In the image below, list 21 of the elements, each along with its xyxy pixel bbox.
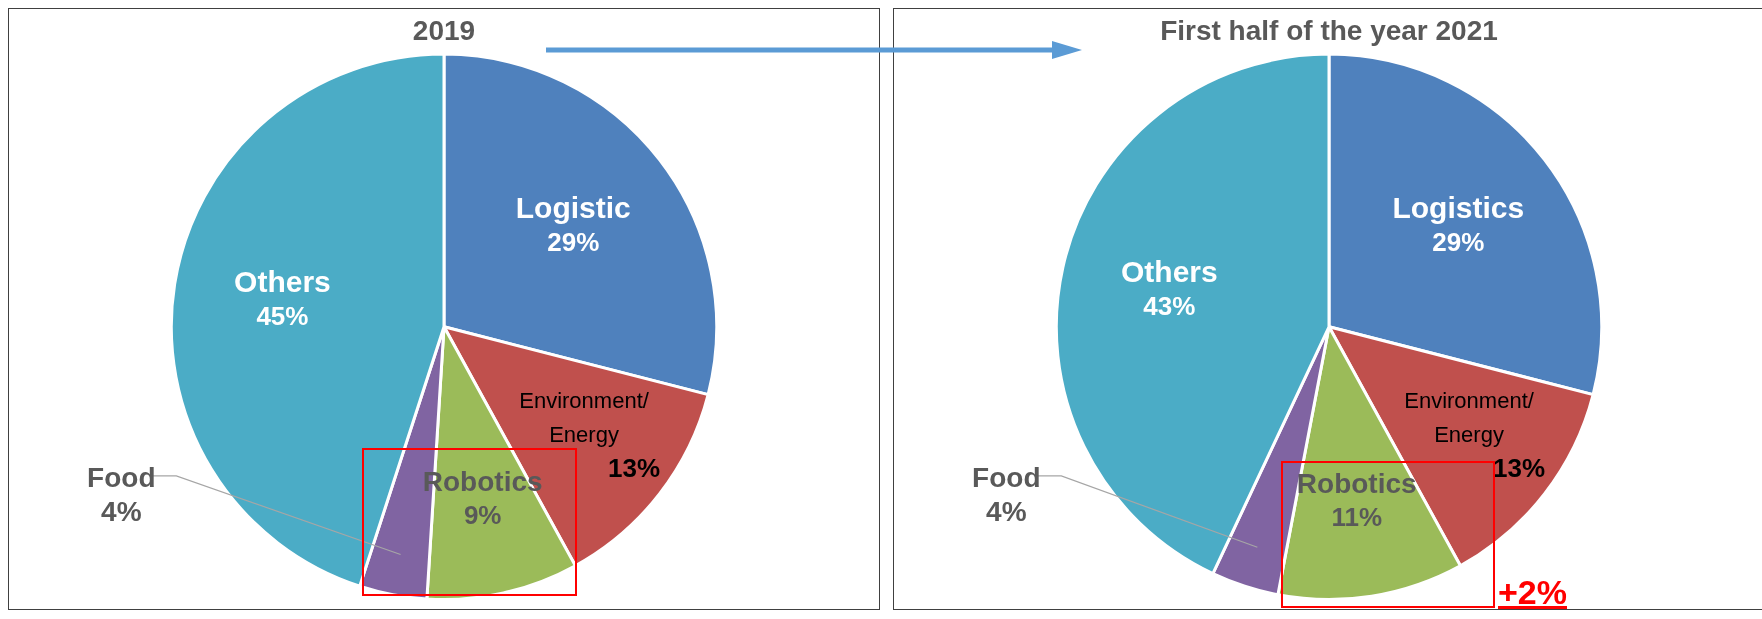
slice-label: Others	[234, 265, 331, 299]
text: +2%	[1498, 573, 1567, 611]
data-label: 11%	[1331, 502, 1383, 533]
slice-label: Food	[87, 461, 156, 493]
chart-title: 2019	[412, 14, 476, 46]
slice-label: Food	[972, 461, 1041, 493]
data-label: 29%	[547, 226, 600, 257]
slice-label: Logistics	[1392, 190, 1525, 224]
data-label: 4%	[101, 495, 142, 527]
slice-label: Environment/ Energy	[1404, 387, 1535, 447]
data-label: 9%	[463, 499, 502, 530]
data-label: 43%	[1143, 291, 1196, 322]
slice-label: Logistic	[515, 190, 631, 224]
data-label: 4%	[986, 495, 1027, 527]
data-label: 29%	[1432, 226, 1485, 257]
data-label: 13%	[1493, 452, 1546, 483]
slice-label: Environment/ Energy	[519, 387, 650, 447]
chart-title: First half of the year 2021	[1160, 14, 1498, 46]
slice-label: Others	[1120, 255, 1218, 289]
data-label: 13%	[608, 452, 661, 483]
data-label: 45%	[256, 301, 309, 332]
